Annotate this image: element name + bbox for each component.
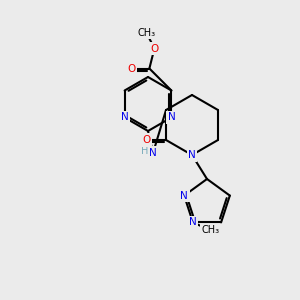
Text: CH₃: CH₃ — [202, 225, 220, 236]
Text: N: N — [180, 190, 188, 201]
Text: O: O — [150, 44, 158, 53]
Text: N: N — [189, 218, 197, 227]
Text: N: N — [149, 148, 157, 158]
Text: O: O — [127, 64, 136, 74]
Text: O: O — [142, 135, 150, 145]
Text: N: N — [121, 112, 128, 122]
Text: H: H — [141, 146, 149, 156]
Text: N: N — [188, 150, 196, 160]
Text: N: N — [167, 112, 175, 122]
Text: CH₃: CH₃ — [137, 28, 155, 38]
